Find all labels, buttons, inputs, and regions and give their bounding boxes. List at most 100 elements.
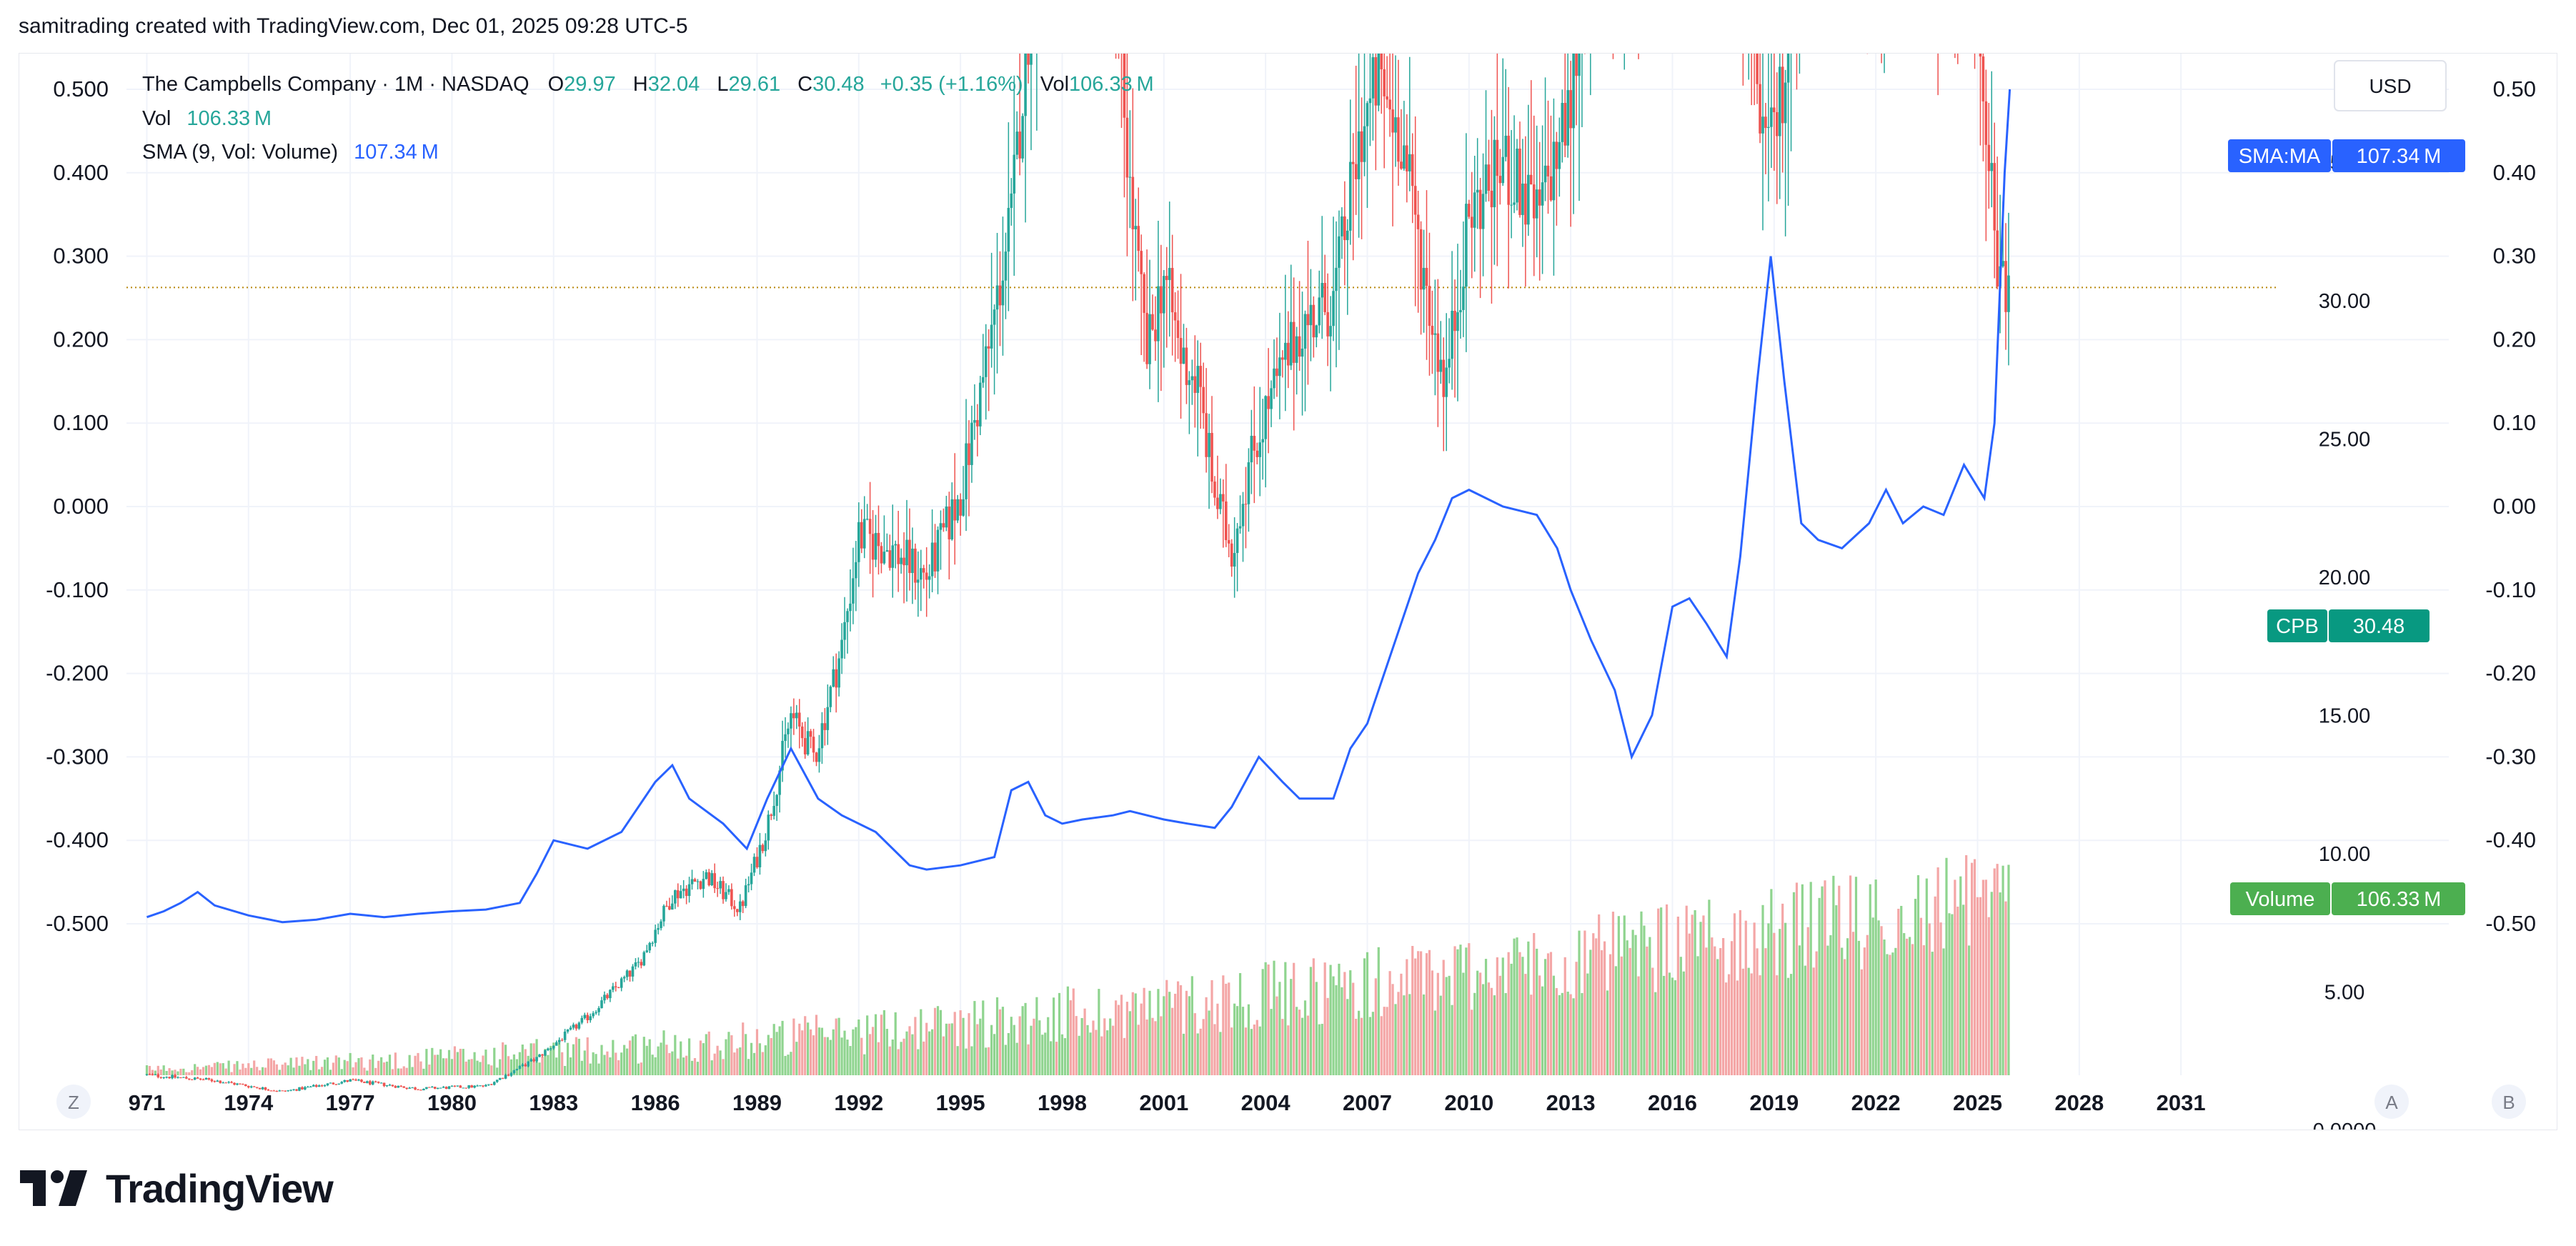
price-candle xyxy=(933,542,937,572)
volume-bar xyxy=(1676,916,1679,1075)
price-candle xyxy=(1513,202,1516,205)
volume-bar xyxy=(284,1062,287,1075)
price-candle xyxy=(187,1078,191,1080)
price-candle xyxy=(156,1074,160,1077)
price-candle xyxy=(233,1082,236,1085)
volume-bar xyxy=(253,1060,256,1075)
chart-panel[interactable]: 0.6000.5000.4000.3000.2000.1000.000-0.10… xyxy=(19,0,2557,1142)
volume-bar xyxy=(402,1066,405,1075)
volume-bar xyxy=(1954,879,1956,1075)
price-candle xyxy=(722,881,725,899)
price-candle xyxy=(204,1078,208,1080)
volume-bar xyxy=(1586,973,1589,1075)
volume-bar xyxy=(1575,962,1578,1075)
corner-button-z[interactable]: Z xyxy=(56,1085,91,1119)
price-candle xyxy=(524,1064,527,1067)
left-axis-tick: -0.400 xyxy=(46,827,109,852)
volume-bar xyxy=(261,1067,264,1075)
currency-button[interactable]: USD xyxy=(2334,60,2447,111)
corner-button-a[interactable]: A xyxy=(2374,1085,2409,1119)
volume-bar xyxy=(1131,992,1134,1075)
volume-bar xyxy=(1764,948,1767,1075)
price-candle xyxy=(968,443,970,465)
volume-bar xyxy=(1869,884,1871,1075)
volume-bar xyxy=(1773,932,1776,1075)
volume-bar xyxy=(1078,1035,1080,1075)
volume-bar xyxy=(1030,1025,1033,1075)
price-candle xyxy=(679,891,682,899)
volume-bar xyxy=(1038,1020,1041,1075)
tradingview-logo[interactable]: TradingView xyxy=(20,1163,334,1213)
volume-bar xyxy=(1804,965,1806,1075)
price-candle xyxy=(1241,504,1245,527)
volume-bar xyxy=(770,1037,772,1075)
price-candle xyxy=(1529,174,1533,185)
volume-bar xyxy=(202,1067,205,1075)
price-candle xyxy=(665,905,668,907)
volume-bar xyxy=(1841,947,1844,1075)
price-candle xyxy=(1773,107,1776,113)
price-candle xyxy=(738,901,742,912)
volume-bar xyxy=(462,1049,464,1075)
volume-bar xyxy=(487,1064,490,1075)
chart-svg[interactable]: 0.6000.5000.4000.3000.2000.1000.000-0.10… xyxy=(19,0,2557,1142)
volume-bar xyxy=(538,1062,541,1075)
price-candle xyxy=(843,622,846,640)
volume-bar xyxy=(988,1047,990,1075)
price-candle xyxy=(222,1082,225,1084)
price-candle xyxy=(809,731,812,737)
price-candle xyxy=(1148,314,1151,364)
volume-bar xyxy=(1722,938,1725,1075)
price-candle xyxy=(1021,116,1024,159)
volume-bar xyxy=(1306,1015,1310,1075)
price-candle xyxy=(1185,347,1188,385)
price-candle xyxy=(1213,482,1216,498)
price-candle xyxy=(326,1083,329,1086)
volume-bar xyxy=(1569,994,1572,1075)
volume-bar xyxy=(431,1047,434,1075)
legend-h-label: H xyxy=(633,73,648,96)
legend-row-2: Vol 106.33 M xyxy=(142,107,272,130)
volume-bar xyxy=(1303,1000,1307,1075)
volume-bar xyxy=(1182,1033,1185,1075)
volume-bar xyxy=(1682,971,1685,1075)
price-candle xyxy=(544,1050,547,1056)
price-candle xyxy=(1552,141,1556,201)
volume-bar xyxy=(159,1069,162,1075)
volume-bar xyxy=(1968,945,1971,1075)
volume-bar xyxy=(739,1047,742,1075)
volume-bar xyxy=(761,1052,764,1075)
volume-bar xyxy=(1631,929,1634,1075)
time-axis-tick: 2025 xyxy=(1953,1090,2002,1115)
volume-bar xyxy=(1821,886,1824,1075)
price-candle xyxy=(174,1075,176,1078)
price-candle xyxy=(261,1087,264,1090)
volume-bar xyxy=(1484,959,1488,1075)
price-candle xyxy=(855,562,857,579)
price-candle xyxy=(1015,131,1019,155)
legend-row-3: SMA (9, Vol: Volume) 107.34 M xyxy=(142,141,439,164)
price-candle xyxy=(784,734,787,742)
price-candle xyxy=(733,906,736,909)
price-candle xyxy=(1250,436,1253,463)
price-candle xyxy=(710,873,714,886)
volume-bar xyxy=(1095,1030,1098,1075)
price-candle xyxy=(1235,528,1239,554)
price-candle xyxy=(394,1086,397,1088)
right-axis-tick: -0.40 xyxy=(2485,827,2536,852)
price-candle xyxy=(444,1087,448,1090)
price-candle xyxy=(179,1077,182,1078)
price-candle xyxy=(1543,165,1547,183)
volume-bar xyxy=(360,1057,363,1075)
price-candle xyxy=(770,814,773,816)
price-candle xyxy=(1490,190,1493,208)
corner-button-b[interactable]: B xyxy=(2492,1085,2526,1119)
volume-bar xyxy=(1462,972,1465,1075)
price-candle xyxy=(719,881,722,889)
cpb-badge-name: CPB xyxy=(2276,615,2319,638)
volume-bar xyxy=(1027,1044,1030,1075)
volume-bar xyxy=(450,1059,454,1075)
price-candle xyxy=(1176,320,1180,339)
volume-bar xyxy=(1536,948,1538,1075)
price-candle xyxy=(1140,251,1143,274)
